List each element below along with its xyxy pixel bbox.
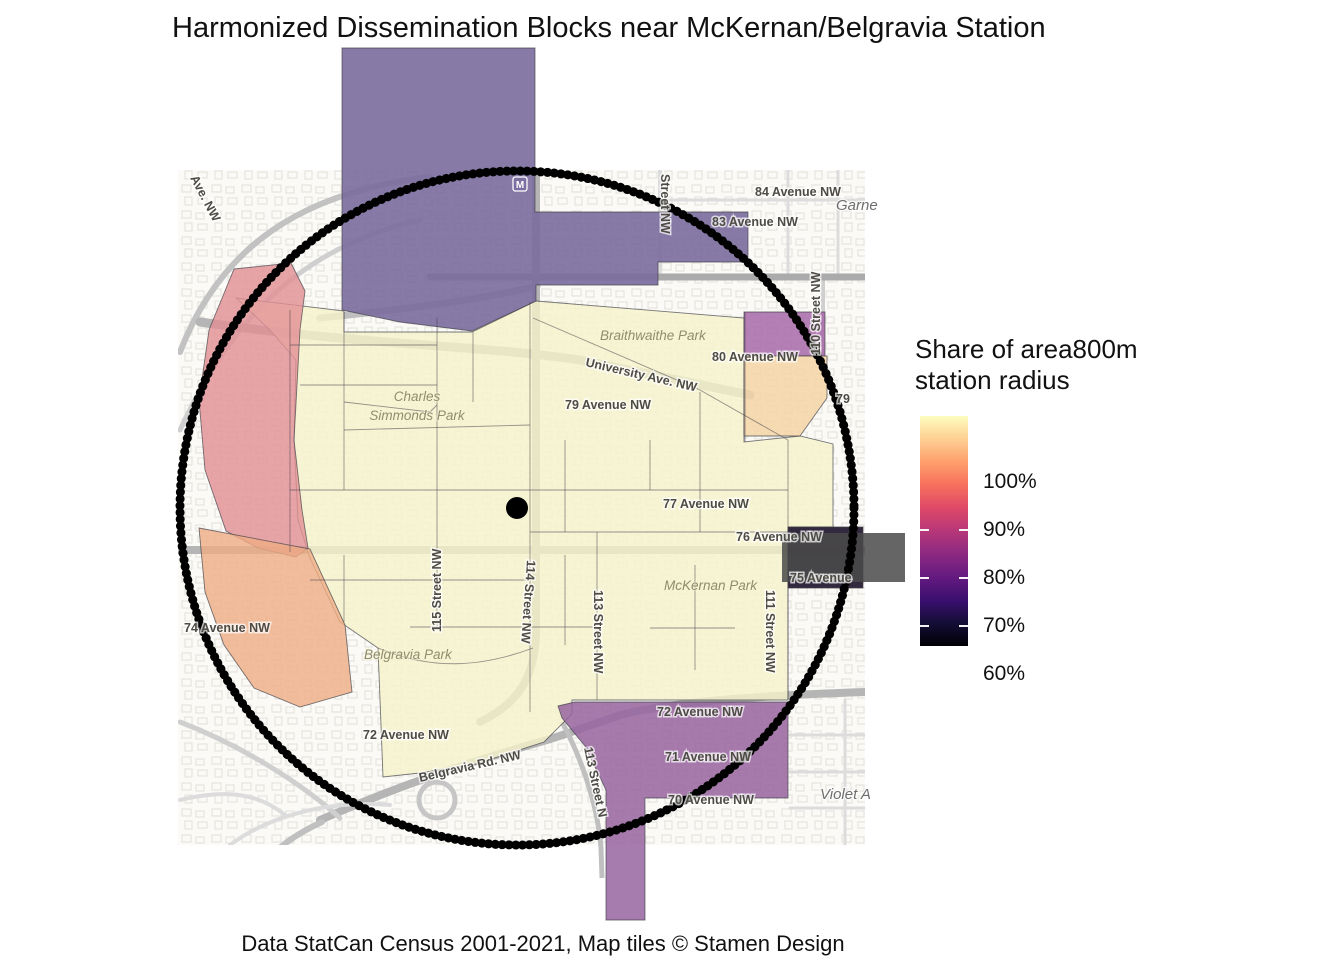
legend-tick xyxy=(920,673,929,676)
street-label: 72 Avenue NW xyxy=(657,705,743,719)
legend-tick xyxy=(959,529,968,532)
street-label: 74 Avenue NW xyxy=(184,621,270,635)
block-purple-north xyxy=(341,47,749,332)
street-label: 79 xyxy=(836,392,850,406)
street-label: 115 Street NW xyxy=(430,548,444,632)
legend-label-70: 70% xyxy=(983,614,1026,638)
legend-title: Share of area800m station radius xyxy=(915,334,1215,396)
page-title: Harmonized Dissemination Blocks near McK… xyxy=(172,12,1046,44)
block-orange-left xyxy=(198,527,353,708)
road-113-street-tail xyxy=(559,720,605,879)
park-label: Braithwaithe Park xyxy=(600,328,707,343)
dissemination-blocks xyxy=(198,47,864,921)
legend-gradient-bar xyxy=(920,416,968,647)
station-marker-dot xyxy=(506,497,528,519)
street-label: 83 Avenue NW xyxy=(712,215,798,229)
park-label: Charles xyxy=(394,389,441,404)
street-label: 77 Avenue NW xyxy=(663,497,749,511)
street-label: 80 Avenue NW xyxy=(712,350,798,364)
legend-colorbar: 100% 90% 80% 70% 60% xyxy=(915,408,1215,685)
radius-800m-circle xyxy=(175,166,859,850)
legend-label-100: 100% xyxy=(983,470,1037,494)
block-purple-south xyxy=(557,701,789,921)
transit-m-letter: M xyxy=(516,180,524,191)
street-label: Street NW xyxy=(658,174,672,234)
legend-title-line1: Share of area800m xyxy=(915,334,1138,364)
street-label: 70 Avenue NW xyxy=(668,793,754,807)
park-label: Belgravia Park xyxy=(364,647,453,662)
legend: Share of area800m station radius 100% 90… xyxy=(915,334,1215,685)
park-label: McKernan Park xyxy=(664,578,758,593)
street-label: 113 Street NW xyxy=(591,590,605,674)
street-label: 72 Avenue NW xyxy=(363,728,449,742)
legend-tick xyxy=(920,577,929,580)
street-label: 111 Street NW xyxy=(763,590,777,673)
transit-m-icon: M xyxy=(512,176,528,192)
legend-label-90: 90% xyxy=(983,518,1026,542)
neighborhood-label: Violet A xyxy=(820,786,871,803)
legend-tick xyxy=(959,625,968,628)
caption: Data StatCan Census 2001-2021, Map tiles… xyxy=(241,931,845,956)
street-label: 84 Avenue NW xyxy=(755,185,841,199)
legend-label-80: 80% xyxy=(983,566,1026,590)
street-label: 110 Street NW xyxy=(809,271,823,355)
street-label: 76 Avenue NW xyxy=(736,530,822,544)
street-label: 71 Avenue NW xyxy=(665,750,751,764)
park-label: Simmonds Park xyxy=(369,408,466,423)
legend-tick xyxy=(959,673,968,676)
neighborhood-label: Garne xyxy=(836,197,878,214)
street-label: 75 Avenue xyxy=(790,571,852,585)
legend-title-line2: station radius xyxy=(915,365,1070,396)
legend-tick xyxy=(920,529,929,532)
street-label: 79 Avenue NW xyxy=(565,398,651,412)
legend-label-60: 60% xyxy=(983,662,1026,686)
block-boundaries xyxy=(289,302,789,712)
legend-tick xyxy=(920,625,929,628)
legend-tick xyxy=(959,577,968,580)
